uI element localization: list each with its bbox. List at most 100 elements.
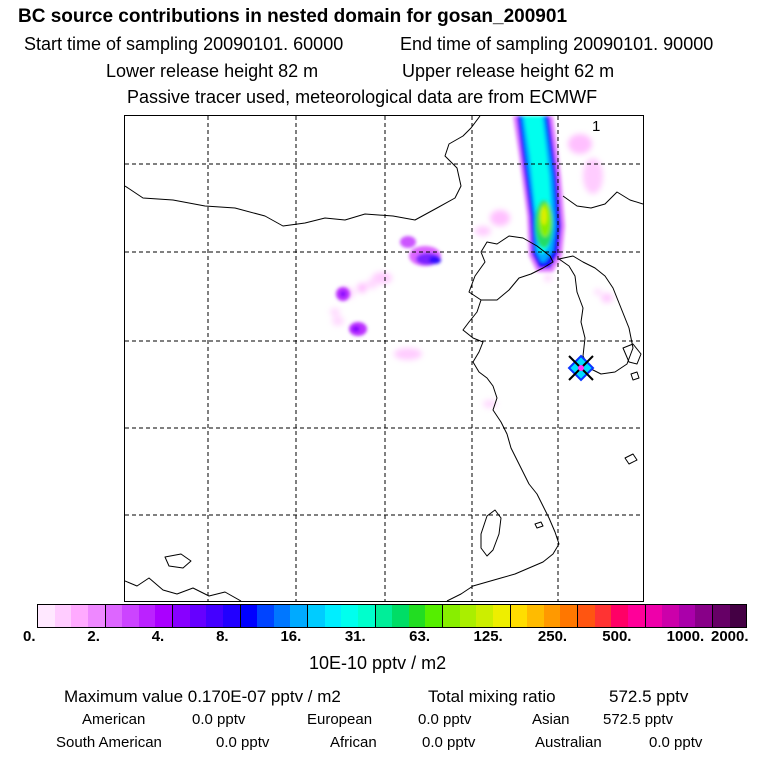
legend-tick-label: 2000. [711,628,749,645]
plume-band [541,207,547,225]
upper-release-height-label: Upper release height 62 m [402,61,615,81]
plume-patch [583,158,603,194]
coastline [468,235,554,301]
legend-tick-label: 0. [23,628,36,645]
lower-release-height-label: Lower release height 82 m [106,61,319,81]
legend-color-swatch [290,605,308,627]
coastline [534,521,544,529]
legend-color-swatch [240,605,258,627]
plume-patch [340,291,346,297]
australian-value: 0.0 pptv [649,734,703,751]
european-value: 0.0 pptv [418,711,472,728]
legend-color-swatch [695,605,713,627]
legend-color-swatch [611,605,628,627]
coastline [622,343,642,365]
legend-tick-label: 125. [473,628,503,645]
legend-color-swatch [257,605,274,627]
coastline [630,371,640,381]
legend-color-swatch [308,605,325,627]
legend-color-swatch [155,605,173,627]
legend-color-swatch [87,605,106,627]
legend-color-swatch [560,605,578,627]
legend-color-swatch [662,605,679,627]
lat-lon-grid [125,116,643,601]
border-line [562,191,643,209]
plume-patch [366,279,378,289]
american-label: American [82,711,146,728]
legend-color-swatch [729,605,747,627]
legend-color-swatch [594,605,612,627]
plume-patch [400,236,416,248]
legend-color-swatch [476,605,493,627]
legend-color-swatch [443,605,460,627]
legend-color-swatch [713,605,730,627]
legend-color-swatch [341,605,358,627]
legend-tick-label: 2. [87,628,100,645]
legend-color-swatch [527,605,544,627]
european-label: European [307,711,373,728]
legend-color-swatch [678,605,696,627]
total-mixing-ratio-value: 572.5 pptv [609,687,689,706]
legend-color-swatch [645,605,663,627]
coastline [446,299,560,601]
plume-patch [394,348,422,360]
legend-color-swatch [189,605,207,627]
american-value: 0.0 pptv [192,711,246,728]
legend-color-swatch [324,605,342,627]
plume-patch [544,274,552,282]
plume-patch [429,256,441,264]
coastline [558,255,634,375]
tracer-info-label: Passive tracer used, meteorological data… [127,87,598,107]
legend-color-swatch [357,605,376,627]
legend-color-swatch [392,605,409,627]
legend-tick-label: 16. [280,628,302,645]
plume-patch [372,272,392,284]
legend-tick-label: 8. [216,628,229,645]
legend-tick-label: 500. [602,628,632,645]
legend-tick-label: 31. [344,628,366,645]
legend-color-swatch [459,605,477,627]
australian-label: Australian [535,734,602,751]
legend-color-swatch [408,605,426,627]
coastlines [125,116,643,601]
legend-color-swatch [54,605,72,627]
plume-patch [601,293,613,303]
legend-tick-label: 1000. [666,628,705,645]
maximum-value-label: Maximum value 0.170E-07 pptv / m2 [64,687,341,706]
coastline [125,577,242,601]
legend-color-swatch [138,605,156,627]
map-panel: 1 [124,115,644,602]
map-canvas: 1 [125,116,643,601]
legend-unit-label: 10E-10 pptv / m2 [309,653,447,673]
legend-color-swatch [38,605,55,627]
legend-color-swatch [273,605,291,627]
legend-color-swatch [425,605,443,627]
legend-tick-label: 63. [409,628,431,645]
total-mixing-ratio-label: Total mixing ratio [428,687,556,706]
legend-tick-label: 4. [151,628,165,645]
plume-patch [357,283,367,293]
legend-color-swatch [510,605,528,627]
plume-patch [490,210,510,226]
concentration-plume [330,116,613,408]
coastline [480,509,502,557]
south-american-label: South American [56,734,162,751]
plume-patch [475,226,491,236]
legend-color-swatch [173,605,190,627]
map-title: BC source contributions in nested domain… [18,6,568,27]
african-label: African [330,734,377,751]
color-legend-bar [37,604,747,628]
plume-patch [483,400,497,408]
legend-color-swatch [375,605,393,627]
legend-color-swatch [627,605,646,627]
plume-patch [332,316,344,326]
asian-label: Asian [532,711,570,728]
plume-patch [352,326,360,332]
legend-color-swatch [71,605,88,627]
coastline [624,453,638,465]
legend-color-swatch [578,605,595,627]
legend-tick-label: 250. [537,628,568,645]
plume-patch [330,308,340,316]
start-time-label: Start time of sampling 20090101. 60000 [24,34,344,54]
south-american-value: 0.0 pptv [216,734,270,751]
